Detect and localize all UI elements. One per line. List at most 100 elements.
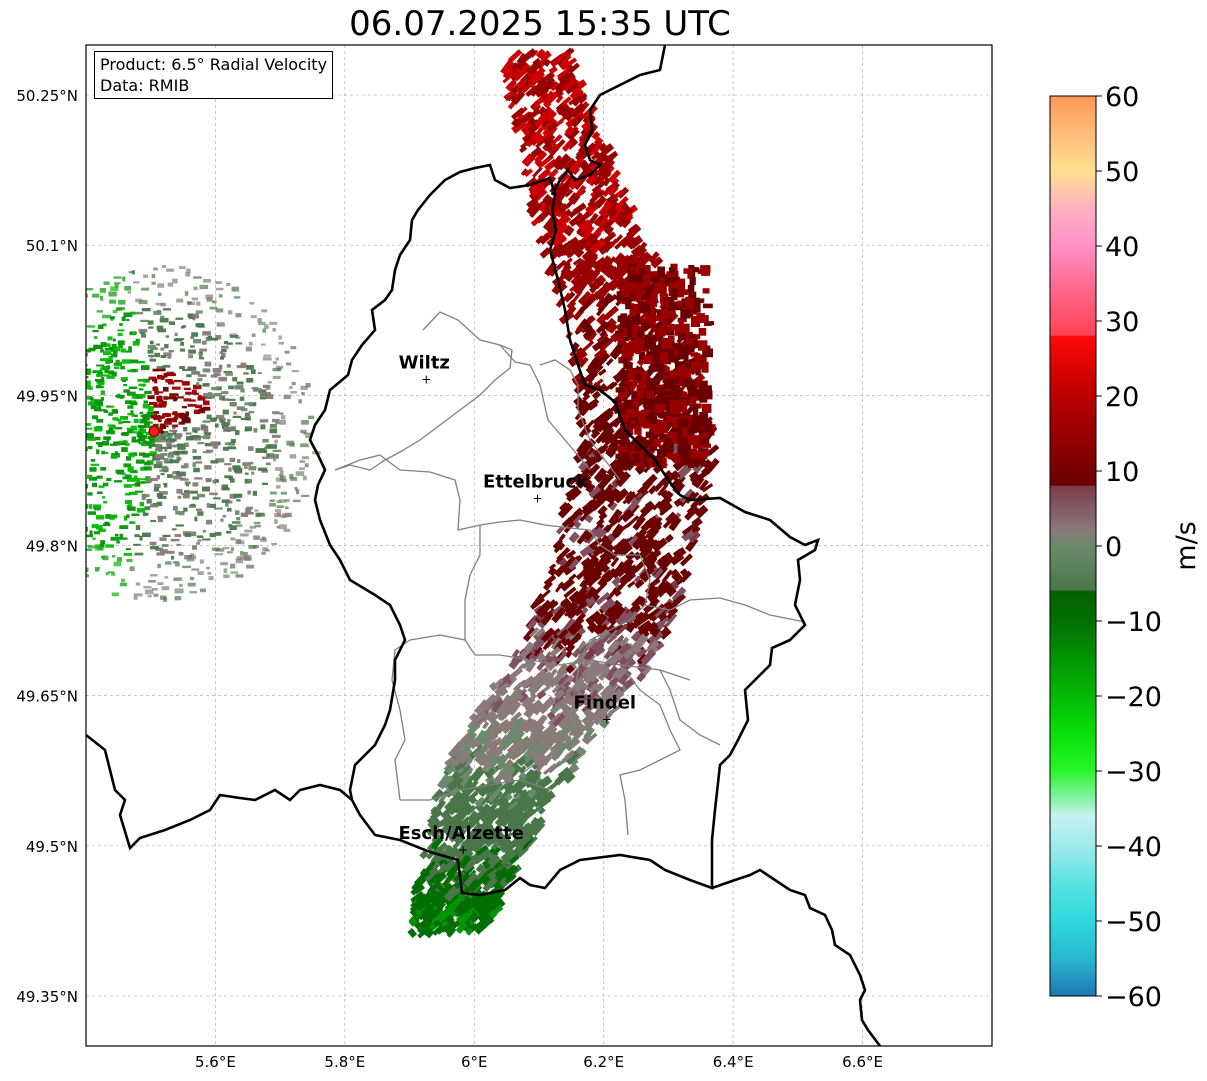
echo-gate [586,662,599,675]
echo-gate [261,309,268,313]
echo-gate [119,537,128,540]
echo-gate [183,426,188,432]
echo-gate [25,443,29,448]
echo-gate [529,805,542,816]
echo-gate [183,387,191,391]
echo-gate [159,405,167,408]
echo-gate [99,409,107,412]
echo-gate [603,568,618,583]
echo-gate [702,303,713,309]
echo-gate [523,54,532,62]
echo-gate [120,377,128,381]
echo-gate [67,474,74,477]
echo-gate [537,167,552,181]
echo-gate [143,494,150,497]
echo-gate [541,790,556,804]
echo-gate [626,424,634,435]
echo-gate [172,395,176,398]
echo-gate [534,66,546,79]
echo-gate [93,426,103,432]
echo-gate [193,392,200,395]
lon-tick-label: 6°E [461,1053,488,1071]
echo-gate [155,302,164,306]
echo-gate [636,386,644,398]
echo-gate [589,674,598,683]
echo-gate [133,593,143,597]
echo-gate [495,753,508,767]
echo-gate [290,476,298,481]
echo-gate [33,512,39,516]
echo-gate [291,370,299,373]
echo-gate [516,718,530,733]
echo-gate [108,291,117,297]
echo-gate [449,795,462,809]
echo-gate [606,183,619,197]
echo-gate [631,336,642,347]
echo-gate [600,597,616,614]
echo-gate [495,866,510,881]
echo-gate [215,281,222,285]
echo-gate [633,292,640,302]
echo-gate [129,311,136,315]
echo-gate [37,415,43,420]
echo-gate [157,328,167,333]
echo-gate [490,842,499,851]
lat-tick-label: 49.8°N [26,538,78,556]
echo-gate [269,424,278,428]
echo-gate [209,337,219,341]
echo-gate [551,52,566,67]
echo-gate [6,388,15,391]
echo-gate [156,325,164,331]
echo-gate [26,519,34,522]
echo-gate [87,544,93,548]
echo-gate [578,424,591,438]
echo-gate [644,365,658,380]
echo-gate [135,298,143,303]
echo-gate [100,295,104,301]
echo-gate [11,437,18,441]
echo-gate [694,504,709,519]
echo-gate [245,417,251,421]
echo-gate [641,409,651,416]
echo-gate [221,395,225,401]
echo-gate [635,611,650,626]
echo-gate [173,475,182,480]
echo-gate [294,487,298,491]
echo-gate [122,472,126,476]
echo-gate [524,754,535,764]
echo-gate [539,248,550,259]
echo-gate [557,581,565,589]
echo-gate [47,457,51,461]
echo-gate [479,756,490,767]
echo-gate [148,444,152,449]
echo-gate [173,451,179,455]
echo-gate [618,232,635,249]
echo-gate [510,93,523,105]
echo-gate [221,391,229,395]
echo-gate [236,499,241,502]
echo-gate [144,390,152,395]
echo-gate [672,276,680,284]
lat-tick-label: 50.25°N [16,87,78,105]
echo-gate [133,595,138,600]
echo-gate [630,399,639,410]
echo-gate [250,315,257,319]
echo-gate [202,420,211,423]
echo-gate [639,339,646,346]
echo-gate [226,530,232,534]
echo-gate [693,300,701,313]
echo-gate [650,385,661,395]
echo-gate [193,371,200,375]
echo-gate [679,488,695,504]
echo-gate [473,920,488,935]
echo-gate [658,337,665,348]
echo-gate [212,445,219,449]
echo-gate [141,334,147,338]
echo-gate [573,507,583,517]
echo-gate [677,332,683,339]
echo-gate [561,76,579,92]
echo-gate [628,253,637,262]
echo-gate [226,342,233,345]
